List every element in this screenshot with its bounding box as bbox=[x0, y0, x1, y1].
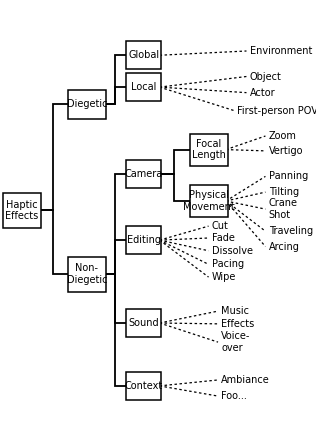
Text: Focal
Length: Focal Length bbox=[191, 139, 226, 160]
Text: Dissolve: Dissolve bbox=[212, 246, 253, 256]
Text: Tilting: Tilting bbox=[269, 187, 299, 197]
Text: Sound: Sound bbox=[129, 318, 159, 328]
Text: Music: Music bbox=[221, 306, 249, 316]
Text: Arcing: Arcing bbox=[269, 241, 300, 252]
Text: Wipe: Wipe bbox=[212, 272, 236, 282]
Text: Diegetic: Diegetic bbox=[67, 99, 107, 109]
Text: Fade: Fade bbox=[212, 233, 234, 243]
Text: Physical
Movement: Physical Movement bbox=[183, 190, 234, 212]
FancyBboxPatch shape bbox=[68, 90, 106, 119]
FancyBboxPatch shape bbox=[126, 41, 161, 69]
FancyBboxPatch shape bbox=[126, 73, 161, 101]
Text: First-person POV: First-person POV bbox=[237, 105, 316, 116]
Text: Environment: Environment bbox=[250, 46, 312, 56]
Text: Ambiance: Ambiance bbox=[221, 375, 270, 385]
Text: Cut: Cut bbox=[212, 221, 228, 231]
FancyBboxPatch shape bbox=[126, 226, 161, 254]
Text: Actor: Actor bbox=[250, 88, 275, 98]
Text: Crane
Shot: Crane Shot bbox=[269, 198, 298, 220]
Text: Context: Context bbox=[125, 381, 163, 391]
FancyBboxPatch shape bbox=[126, 309, 161, 337]
Text: Non-
Diegetic: Non- Diegetic bbox=[67, 264, 107, 285]
Text: Camera: Camera bbox=[125, 169, 163, 179]
FancyBboxPatch shape bbox=[3, 193, 41, 228]
FancyBboxPatch shape bbox=[126, 372, 161, 400]
Text: Editing: Editing bbox=[127, 235, 161, 245]
Text: Vertigo: Vertigo bbox=[269, 146, 303, 156]
Text: Haptic
Effects: Haptic Effects bbox=[5, 200, 39, 221]
FancyBboxPatch shape bbox=[190, 134, 228, 165]
Text: Pacing: Pacing bbox=[212, 259, 244, 269]
Text: Zoom: Zoom bbox=[269, 131, 296, 141]
Text: Global: Global bbox=[128, 50, 159, 60]
Text: Object: Object bbox=[250, 71, 282, 82]
Text: Voice-
over: Voice- over bbox=[221, 332, 251, 353]
Text: Panning: Panning bbox=[269, 171, 308, 181]
Text: Local: Local bbox=[131, 82, 156, 92]
Text: Foo...: Foo... bbox=[221, 391, 247, 401]
FancyBboxPatch shape bbox=[68, 257, 106, 292]
Text: Effects: Effects bbox=[221, 319, 254, 329]
FancyBboxPatch shape bbox=[126, 161, 161, 188]
FancyBboxPatch shape bbox=[190, 185, 228, 217]
Text: Traveling: Traveling bbox=[269, 226, 313, 236]
